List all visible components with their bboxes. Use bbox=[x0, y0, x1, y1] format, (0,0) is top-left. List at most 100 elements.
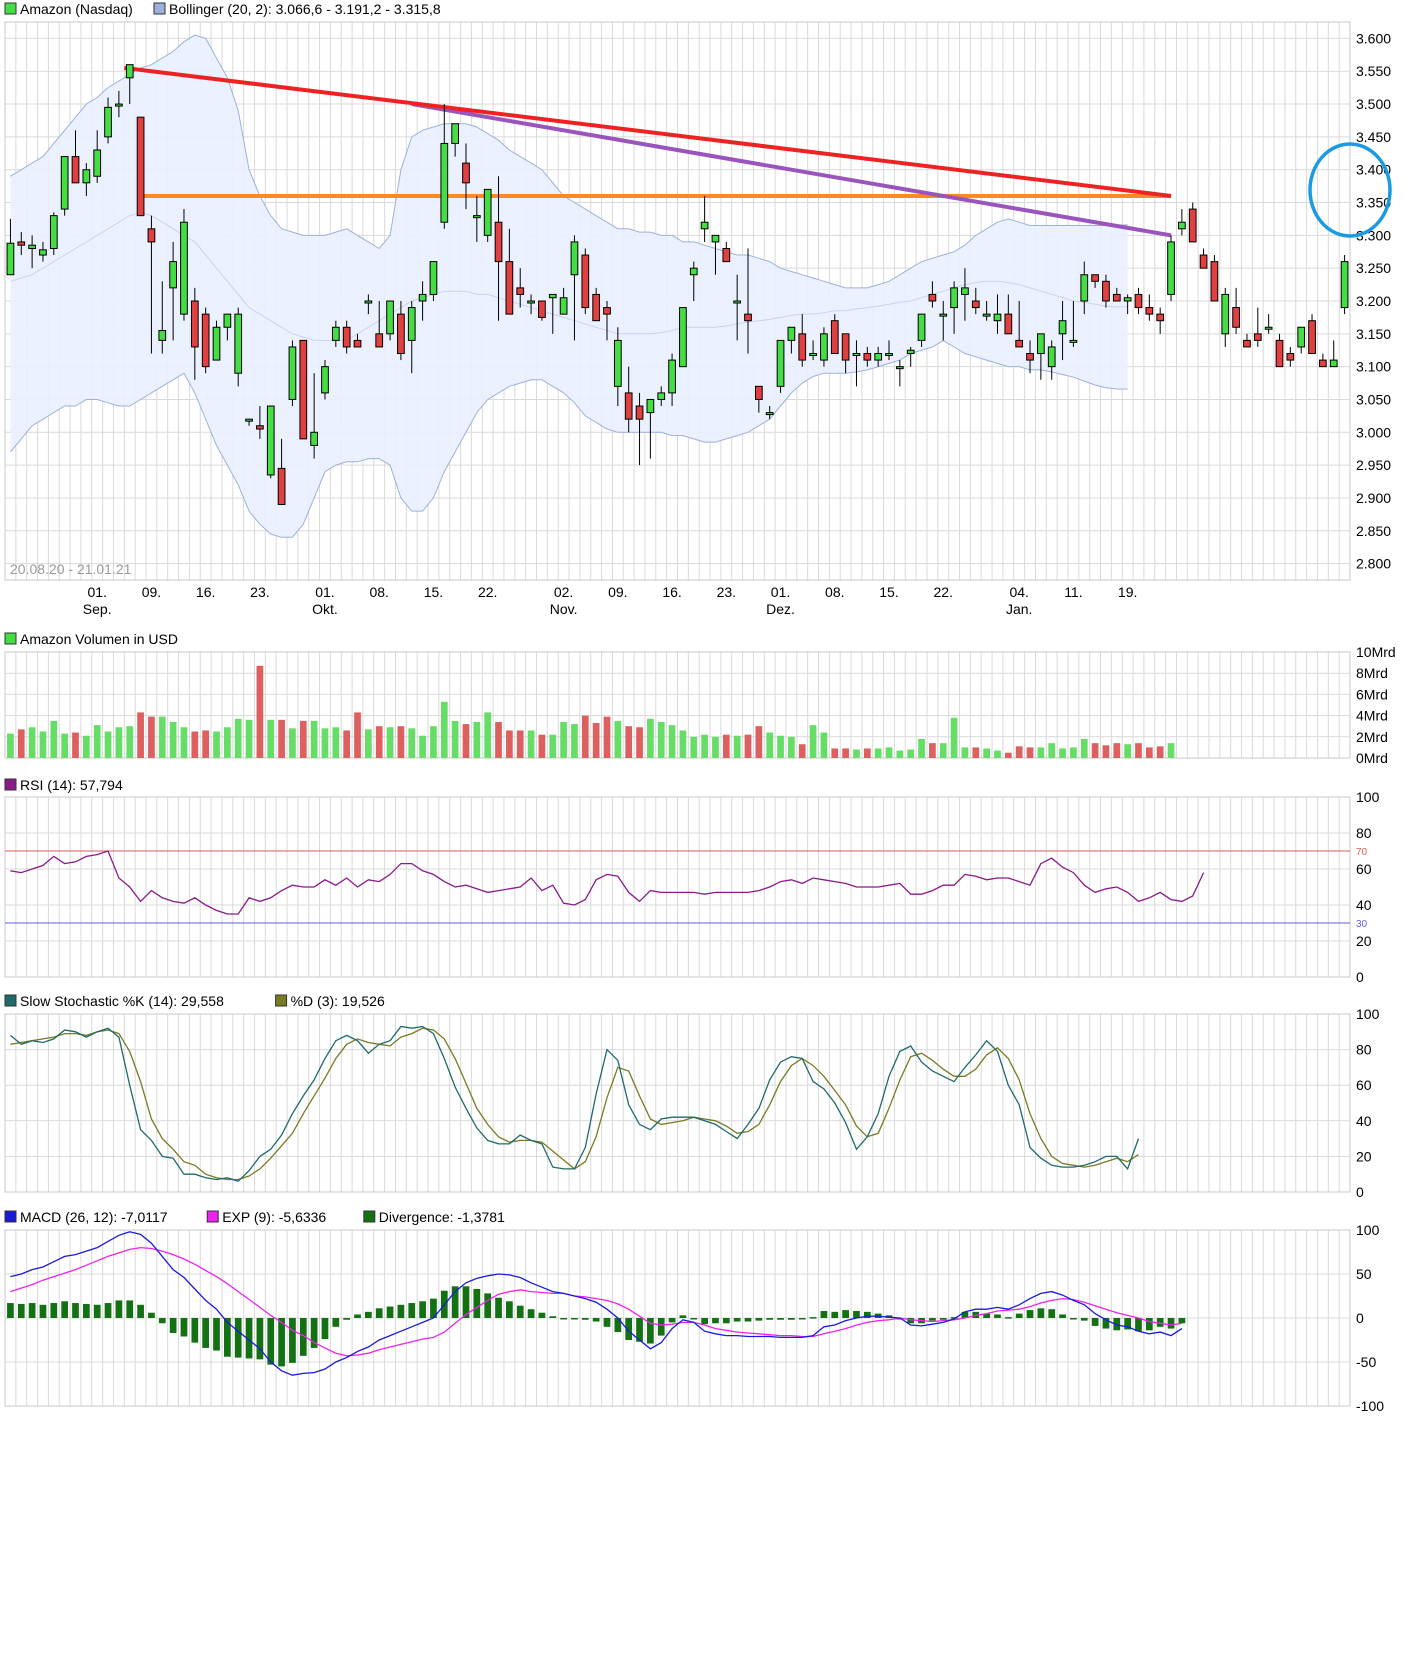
stoch-legend-swatch bbox=[4, 994, 17, 1007]
volume-bar bbox=[592, 723, 600, 758]
candle-body bbox=[1004, 313, 1013, 335]
candle bbox=[885, 340, 893, 361]
price-tick-label: 3.050 bbox=[1356, 391, 1391, 407]
candle bbox=[201, 307, 210, 374]
price-tick-label: 3.200 bbox=[1356, 293, 1391, 309]
macd-divergence-bar bbox=[1037, 1308, 1045, 1318]
rsi-tick-label: 60 bbox=[1356, 861, 1372, 877]
macd-divergence-bar bbox=[820, 1310, 828, 1318]
candle bbox=[440, 104, 449, 229]
volume-bar bbox=[950, 717, 958, 758]
date-tick-day: 08. bbox=[369, 584, 388, 600]
volume-bar bbox=[788, 736, 795, 758]
macd-divergence-bar bbox=[1178, 1318, 1186, 1324]
candle bbox=[82, 163, 91, 196]
volume-bar bbox=[560, 721, 567, 758]
candle bbox=[104, 97, 112, 144]
candle-body bbox=[17, 241, 26, 246]
macd-divergence-bar bbox=[180, 1318, 188, 1337]
candle bbox=[1091, 274, 1099, 288]
date-tick-day: 22. bbox=[478, 584, 497, 600]
candle-body bbox=[820, 333, 828, 361]
volume-bar bbox=[397, 726, 405, 758]
candle bbox=[744, 248, 752, 354]
candle-body bbox=[451, 123, 460, 144]
macd-divergence-bar bbox=[722, 1318, 730, 1324]
candle-body bbox=[798, 333, 807, 361]
candle-body bbox=[906, 349, 915, 355]
volume-bar bbox=[581, 715, 589, 758]
candle bbox=[765, 406, 774, 420]
macd-divergence-bar bbox=[1091, 1318, 1099, 1326]
macd-divergence-bar bbox=[1156, 1318, 1164, 1327]
macd-divergence-bar bbox=[419, 1301, 426, 1318]
candle bbox=[961, 268, 969, 321]
macd-divergence-bar bbox=[234, 1318, 242, 1358]
candle-body bbox=[950, 287, 958, 309]
volume-bar bbox=[365, 729, 372, 758]
candle-body bbox=[1188, 208, 1197, 243]
rsi-frame bbox=[4, 796, 1351, 978]
volume-tick-label: 2Mrd bbox=[1356, 729, 1388, 745]
date-tick-day: 01. bbox=[87, 584, 106, 600]
price-tick-label: 2.950 bbox=[1356, 457, 1391, 473]
volume-bar bbox=[473, 721, 481, 758]
volume-bar bbox=[1015, 746, 1023, 758]
volume-tick-label: 8Mrd bbox=[1356, 665, 1388, 681]
price-tick-label: 3.500 bbox=[1356, 96, 1391, 112]
volume-bar bbox=[712, 736, 719, 758]
macd-divergence-bar bbox=[538, 1312, 546, 1318]
macd-divergence-bar bbox=[896, 1318, 904, 1320]
candle-body bbox=[125, 64, 134, 79]
candle-body bbox=[1308, 320, 1316, 355]
candle bbox=[939, 301, 948, 341]
macd-divergence-bar bbox=[408, 1303, 416, 1318]
candle-body bbox=[559, 297, 568, 315]
stoch-legend-label: %D (3): 19,526 bbox=[291, 993, 385, 1009]
price-tick-label: 3.000 bbox=[1356, 424, 1391, 440]
volume-tick-label: 0Mrd bbox=[1356, 750, 1388, 766]
candle bbox=[494, 176, 503, 321]
candle bbox=[776, 339, 785, 393]
volume-tick-label: 6Mrd bbox=[1356, 686, 1388, 702]
candle-body bbox=[266, 405, 275, 476]
price-tick-label: 3.350 bbox=[1356, 195, 1391, 211]
macd-line bbox=[10, 1231, 1183, 1376]
candle-body bbox=[722, 247, 731, 263]
candle-body bbox=[787, 326, 796, 341]
volume-bar bbox=[874, 748, 882, 758]
candle bbox=[353, 333, 362, 348]
candle-body bbox=[386, 300, 394, 335]
candle bbox=[863, 346, 872, 367]
macd-divergence-bar bbox=[115, 1300, 123, 1318]
date-tick-day: 15. bbox=[424, 584, 443, 600]
candle bbox=[603, 301, 611, 341]
candle bbox=[722, 241, 731, 263]
macd-divergence-bar bbox=[614, 1318, 622, 1333]
candle-body bbox=[1340, 261, 1349, 309]
macd-divergence-bar bbox=[516, 1305, 524, 1318]
macd-divergence-bar bbox=[332, 1318, 340, 1327]
volume-bar bbox=[907, 749, 915, 758]
candle-body bbox=[1091, 274, 1099, 282]
macd-divergence-bar bbox=[907, 1318, 915, 1324]
volume-bar bbox=[1037, 747, 1045, 758]
candle bbox=[1275, 333, 1284, 368]
macd-divergence-bar bbox=[451, 1286, 459, 1318]
volume-bar bbox=[896, 750, 904, 758]
candle bbox=[407, 301, 416, 374]
candle bbox=[277, 438, 286, 506]
macd-tick-label: -50 bbox=[1356, 1354, 1376, 1370]
candle-body bbox=[538, 300, 546, 318]
macd-divergence-bar bbox=[354, 1314, 361, 1318]
candle-body bbox=[1069, 339, 1078, 343]
macd-divergence-bar bbox=[1113, 1318, 1121, 1331]
macd-divergence-bar bbox=[1167, 1318, 1175, 1329]
candle bbox=[1243, 333, 1251, 348]
macd-legend-label: MACD (26, 12): -7,0117 bbox=[20, 1209, 168, 1225]
candle bbox=[505, 228, 514, 315]
rsi-tick-label: 80 bbox=[1356, 825, 1372, 841]
candle-body bbox=[71, 156, 80, 184]
price-tick-label: 3.600 bbox=[1356, 30, 1391, 46]
volume-bar bbox=[386, 727, 394, 758]
